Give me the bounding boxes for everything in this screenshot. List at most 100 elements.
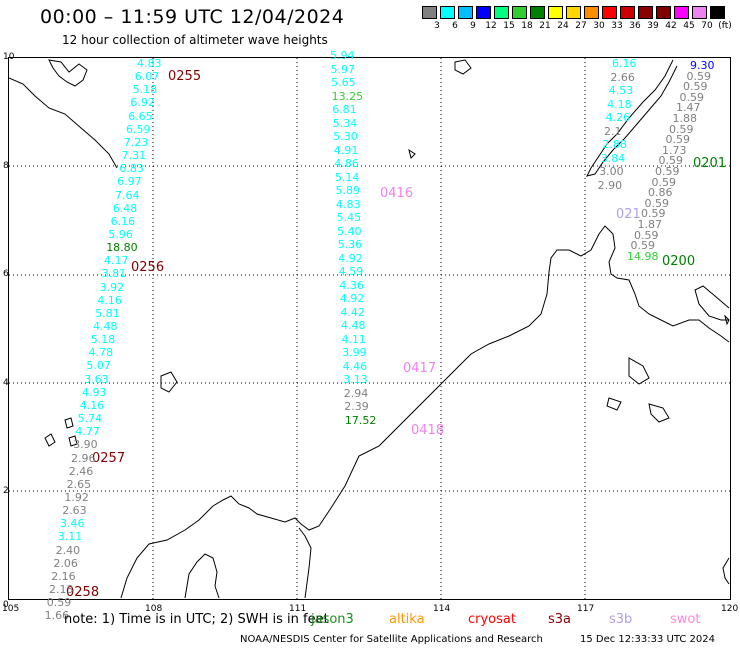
wave-height-value: 0.59 <box>686 69 712 83</box>
wave-height-value: 5.97 <box>330 62 356 76</box>
wave-height-value: 6.65 <box>128 109 153 123</box>
wave-height-value: 6.48 <box>112 201 138 215</box>
wave-height-value: 4.18 <box>607 97 632 111</box>
coastline-vietnam <box>9 77 118 169</box>
x-tick-108: 108 <box>145 604 163 614</box>
wave-height-value: 6.97 <box>117 175 142 189</box>
colorbar-swatch <box>458 6 473 19</box>
wave-height-value: 5.96 <box>108 227 133 241</box>
wave-height-value: 4.91 <box>333 143 359 157</box>
wave-height-value: 5.40 <box>337 224 362 238</box>
legend-altika: altika <box>389 612 425 627</box>
wave-height-value: 3.92 <box>99 280 125 294</box>
wave-height-value: 0.86 <box>648 186 673 200</box>
y-tick-2: 2 <box>3 486 9 496</box>
colorbar-swatch <box>710 6 725 19</box>
wave-height-value: 0.59 <box>634 228 659 242</box>
wave-height-value: 2.66 <box>610 70 635 84</box>
colorbar-label: 3 <box>434 21 440 31</box>
footer-timestamp: 15 Dec 12:33:33 UTC 2024 <box>580 634 715 645</box>
note-text: note: 1) Time is in UTC; 2) SWH is in fe… <box>64 612 329 627</box>
colorbar-swatch <box>566 6 581 19</box>
wave-height-value: 7.23 <box>123 135 149 149</box>
wave-height-value: 5.94 <box>330 49 355 62</box>
pass-label: 0256 <box>131 260 165 275</box>
colorbar-swatch <box>422 6 437 19</box>
colorbar-label: 15 <box>503 21 515 31</box>
wave-height-value: 3.13 <box>343 373 368 386</box>
wave-height-value: 3.90 <box>73 438 98 452</box>
colorbar-swatch <box>440 6 455 19</box>
wave-height-value: 5.74 <box>77 412 103 426</box>
colorbar-swatch <box>674 6 689 19</box>
wave-height-value: 4.77 <box>75 425 100 439</box>
wave-height-value: 4.92 <box>339 292 365 305</box>
colorbar-label: 9 <box>470 21 476 31</box>
wave-height-value: 2.96 <box>71 451 96 465</box>
coastline-borneo-south <box>184 553 220 599</box>
pass-label: 0200 <box>662 254 696 269</box>
wave-height-value: 4.16 <box>97 293 122 307</box>
wave-height-value: 14.98 <box>627 249 659 263</box>
coastline-palawan <box>586 59 678 177</box>
wave-height-value: 0.59 <box>679 90 705 104</box>
pass-label: 0416 <box>380 186 414 201</box>
wave-height-value: 0.59 <box>651 175 677 189</box>
wave-height-value: 4.53 <box>608 84 634 97</box>
wave-height-value: 5.07 <box>86 359 111 373</box>
y-tick-0: 0 <box>3 600 9 610</box>
wave-height-value: 5.18 <box>90 333 116 347</box>
y-tick-8: 8 <box>3 161 9 171</box>
wave-height-value: 1.66 <box>44 609 70 623</box>
wave-height-value: 5.18 <box>132 83 158 97</box>
wave-height-value: 2.63 <box>62 504 87 518</box>
wave-height-value: 4.42 <box>340 305 365 319</box>
y-tick-4: 4 <box>3 378 9 388</box>
colorbar-label: 6 <box>452 21 458 31</box>
island-small-2 <box>408 148 416 159</box>
colorbar-swatch <box>476 6 491 19</box>
legend-swot: swot <box>670 612 701 627</box>
wave-height-value: 5.36 <box>337 238 363 251</box>
wave-height-value: 4.93 <box>82 385 107 399</box>
pass-label: 0201 <box>693 156 727 171</box>
colorbar-label: 18 <box>521 21 533 31</box>
wave-height-value: 5.30 <box>333 130 358 143</box>
wave-height-value: 4.48 <box>93 320 118 333</box>
colorbar-label: 33 <box>611 21 623 31</box>
coastline-vietnam-north <box>48 59 88 87</box>
wave-height-value: 7.31 <box>121 149 147 163</box>
wave-height-value: 13.25 <box>331 89 364 103</box>
legend-s3b: s3b <box>609 612 633 627</box>
colorbar-label: 12 <box>485 21 497 31</box>
wave-height-value: 4.46 <box>342 359 368 373</box>
colorbar-swatch <box>656 6 671 19</box>
wave-height-value: 4.83 <box>137 57 162 70</box>
colorbar-label: 30 <box>593 21 605 31</box>
wave-height-value: 1.47 <box>676 101 701 115</box>
pass-label: 0258 <box>66 585 100 600</box>
graticule <box>9 58 730 599</box>
wave-height-value: 6.92 <box>130 96 155 110</box>
wave-height-value: 4.17 <box>104 254 129 268</box>
pass-label: 0255 <box>168 69 202 84</box>
colorbar-label: 39 <box>647 21 659 31</box>
coastline-sulawesi <box>722 557 730 585</box>
y-tick-10: 10 <box>3 52 15 62</box>
wave-height-value: 0.59 <box>644 196 670 210</box>
colorbar-label: 36 <box>629 21 641 31</box>
pass-label: 0418 <box>411 423 445 438</box>
island-natuna <box>160 371 178 393</box>
wave-height-value: 9.30 <box>690 59 715 72</box>
colorbar-swatch <box>602 6 617 19</box>
wave-height-value: 2.39 <box>344 400 369 413</box>
wave-height-value: 7.64 <box>115 188 140 202</box>
wave-height-value: 4.83 <box>336 197 361 211</box>
wave-height-value: 5.81 <box>95 306 120 320</box>
wave-height-value: 6.16 <box>612 57 637 70</box>
colorbar-swatch <box>692 6 707 19</box>
wave-height-value: 2.46 <box>68 464 94 478</box>
wave-height-value: 3.81 <box>101 267 127 281</box>
wave-height-value: 1.88 <box>672 112 698 125</box>
pass-label: 0257 <box>92 451 126 466</box>
